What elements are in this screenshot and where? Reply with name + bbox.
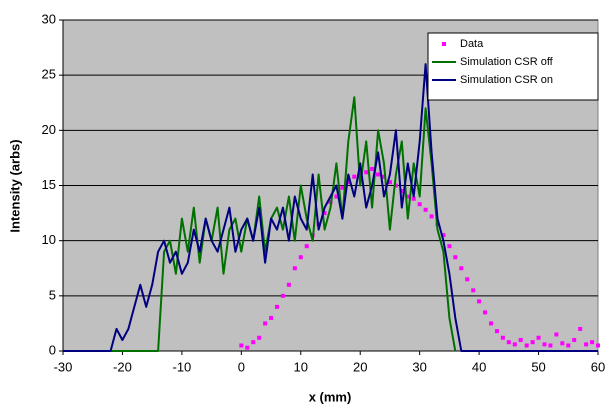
y-tick-label: 20 <box>42 122 56 137</box>
data-point <box>251 340 256 345</box>
data-point <box>382 174 386 179</box>
data-point <box>578 326 583 331</box>
data-point <box>572 337 577 342</box>
legend: Data Simulation CSR off Simulation CSR on <box>427 32 599 101</box>
data-point <box>245 345 250 350</box>
data-point <box>453 255 458 260</box>
data-point <box>387 180 392 185</box>
x-tick-label: 30 <box>412 359 426 374</box>
x-tick-label: 10 <box>294 359 308 374</box>
data-point <box>560 341 565 346</box>
data-point <box>286 282 291 287</box>
data-point <box>280 293 285 298</box>
legend-label: Data <box>460 38 484 50</box>
y-tick-label: 30 <box>42 11 56 26</box>
data-point <box>530 340 535 345</box>
y-tick-label: 0 <box>49 342 56 357</box>
x-tick-label: 50 <box>531 359 545 374</box>
x-axis-label: x (mm) <box>309 389 352 404</box>
data-point <box>376 172 381 177</box>
data-point <box>465 277 470 282</box>
data-point <box>584 342 589 347</box>
data-point <box>471 288 476 293</box>
data-point <box>483 310 488 315</box>
legend-label: Simulation CSR on <box>460 74 553 86</box>
data-point <box>292 266 297 271</box>
data-point <box>459 266 464 271</box>
data-point <box>429 214 434 219</box>
data-point <box>477 299 482 304</box>
data-point <box>298 255 303 260</box>
data-point <box>239 343 244 348</box>
data-point <box>322 211 327 216</box>
data-point <box>352 174 357 179</box>
data-point <box>269 315 274 320</box>
data-point <box>536 335 541 340</box>
x-tick-label: -20 <box>113 359 132 374</box>
data-point <box>441 233 446 238</box>
data-point <box>554 332 559 337</box>
data-point <box>423 207 428 212</box>
data-point <box>548 343 553 348</box>
data-point <box>346 180 351 185</box>
x-tick-label: -10 <box>172 359 191 374</box>
y-axis-label: Intensity (arbs) <box>7 139 22 232</box>
data-point <box>393 183 398 188</box>
data-point <box>489 321 493 326</box>
data-point <box>334 194 339 199</box>
data-point <box>263 321 268 326</box>
data-point <box>275 304 279 309</box>
data-point <box>518 337 523 342</box>
data-point <box>370 166 375 171</box>
x-tick-label: 60 <box>591 359 605 374</box>
data-point <box>405 194 410 199</box>
data-point <box>524 343 529 348</box>
data-point <box>542 342 547 347</box>
x-tick-label: 20 <box>353 359 367 374</box>
data-point <box>596 343 600 348</box>
data-point <box>512 342 517 347</box>
legend-marker <box>442 42 446 46</box>
x-tick-label: 0 <box>238 359 245 374</box>
data-point <box>500 335 505 340</box>
legend-box <box>427 32 599 101</box>
data-point <box>447 244 452 249</box>
x-tick-label: -30 <box>54 359 73 374</box>
data-point <box>304 244 309 249</box>
data-point <box>340 185 345 190</box>
data-point <box>399 189 404 194</box>
series-line <box>63 63 598 352</box>
data-point <box>494 329 499 334</box>
y-tick-label: 25 <box>42 67 56 82</box>
data-point <box>417 202 422 207</box>
legend-label: Simulation CSR off <box>460 56 554 68</box>
x-tick-label: 40 <box>472 359 486 374</box>
data-point <box>590 340 595 345</box>
data-point <box>364 170 369 175</box>
data-point <box>566 343 571 348</box>
data-point <box>506 340 511 345</box>
data-point <box>411 196 416 201</box>
y-tick-label: 10 <box>42 232 56 247</box>
y-tick-label: 15 <box>42 177 56 192</box>
data-point <box>257 335 262 340</box>
y-tick-label: 5 <box>49 287 56 302</box>
